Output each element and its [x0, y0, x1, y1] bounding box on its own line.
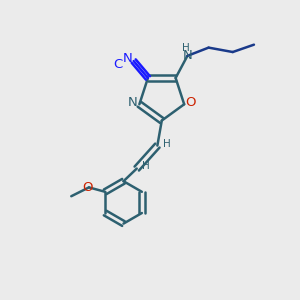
Text: H: H: [142, 160, 150, 171]
Text: C: C: [114, 58, 123, 70]
Text: N: N: [182, 50, 192, 62]
Text: H: H: [182, 43, 190, 52]
Text: O: O: [185, 96, 196, 109]
Text: N: N: [122, 52, 132, 64]
Text: H: H: [163, 139, 171, 149]
Text: O: O: [82, 181, 93, 194]
Text: N: N: [128, 96, 138, 109]
